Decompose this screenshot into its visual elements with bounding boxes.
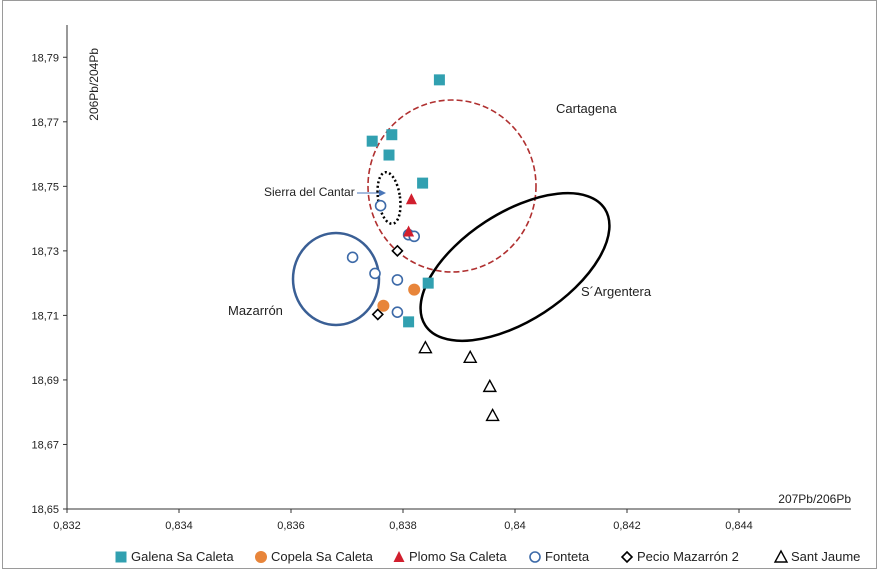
axes: 18,65 18,67 18,69 18,71 18,73 18,75 18,77 18,79… — [31, 25, 851, 532]
x-tick-label: 0,838 — [389, 520, 417, 532]
data-point — [422, 277, 434, 289]
data-point — [391, 244, 404, 257]
data-point — [383, 149, 395, 161]
label-s-argentera: S´Argentera — [581, 284, 652, 299]
y-tick-label: 18,79 — [31, 52, 59, 64]
y-tick-label: 18,65 — [31, 504, 59, 516]
data-point — [403, 225, 415, 237]
data-point — [417, 177, 429, 189]
legend-marker — [255, 551, 267, 563]
data-point — [391, 274, 404, 286]
label-cartagena: Cartagena — [556, 101, 617, 116]
label-sierra-del-cantar: Sierra del Cantar — [264, 185, 355, 199]
data-point — [371, 308, 384, 321]
data-point — [433, 74, 445, 86]
data-point — [386, 129, 398, 141]
x-tick-label: 0,842 — [613, 520, 641, 532]
legend-label: Pecio Mazarrón 2 — [637, 549, 739, 564]
x-tick-label: 0,834 — [165, 520, 193, 532]
data-point — [391, 306, 404, 318]
label-mazarron: Mazarrón — [228, 303, 283, 318]
data-point — [485, 407, 500, 422]
sierra-del-cantar-region — [376, 170, 402, 226]
data-point — [405, 193, 417, 205]
data-point — [369, 267, 381, 280]
y-tick-label: 18,67 — [31, 439, 59, 451]
legend: Galena Sa Caleta Copela Sa Caleta Plomo Sa… — [115, 549, 860, 564]
x-axis-label: 207Pb/206Pb — [778, 492, 851, 506]
x-tick-label: 0,832 — [53, 520, 81, 532]
regions — [291, 99, 611, 343]
legend-label: Copela Sa Caleta — [271, 549, 374, 564]
data-point — [418, 340, 433, 354]
data-point — [374, 199, 387, 212]
legend-label: Galena Sa Caleta — [131, 549, 234, 564]
legend-label: Plomo Sa Caleta — [409, 549, 507, 564]
mazarron-region — [291, 231, 381, 327]
legend-marker — [393, 551, 405, 562]
y-tick-label: 18,69 — [31, 375, 59, 387]
data-point — [482, 378, 497, 393]
legend-label: Sant Jaume — [791, 549, 860, 564]
y-tick-label: 18,75 — [31, 181, 59, 193]
legend-marker — [620, 550, 634, 564]
data-point — [463, 349, 478, 364]
data-point — [408, 283, 421, 296]
data-point — [366, 135, 378, 147]
legend-marker — [115, 551, 127, 563]
x-tick-label: 0,844 — [725, 520, 753, 532]
x-tick-label: 0,84 — [504, 520, 525, 532]
data-point — [403, 316, 415, 328]
y-tick-label: 18,73 — [31, 246, 59, 258]
legend-marker — [529, 551, 541, 563]
y-axis-label: 206Pb/204Pb — [87, 48, 101, 121]
data-points — [346, 74, 500, 422]
data-point — [377, 299, 390, 312]
legend-marker — [773, 549, 789, 563]
cartagena-region — [367, 99, 537, 273]
legend-label: Fonteta — [545, 549, 590, 564]
y-tick-label: 18,77 — [31, 117, 59, 129]
region-labels: Cartagena Sierra del Cantar Mazarrón S´A… — [228, 101, 652, 318]
y-tick-label: 18,71 — [31, 310, 59, 322]
data-point — [346, 251, 359, 264]
x-tick-label: 0,836 — [277, 520, 305, 532]
s-argentera-region — [419, 191, 611, 343]
sierra-del-cantar-arrowhead — [379, 189, 386, 197]
